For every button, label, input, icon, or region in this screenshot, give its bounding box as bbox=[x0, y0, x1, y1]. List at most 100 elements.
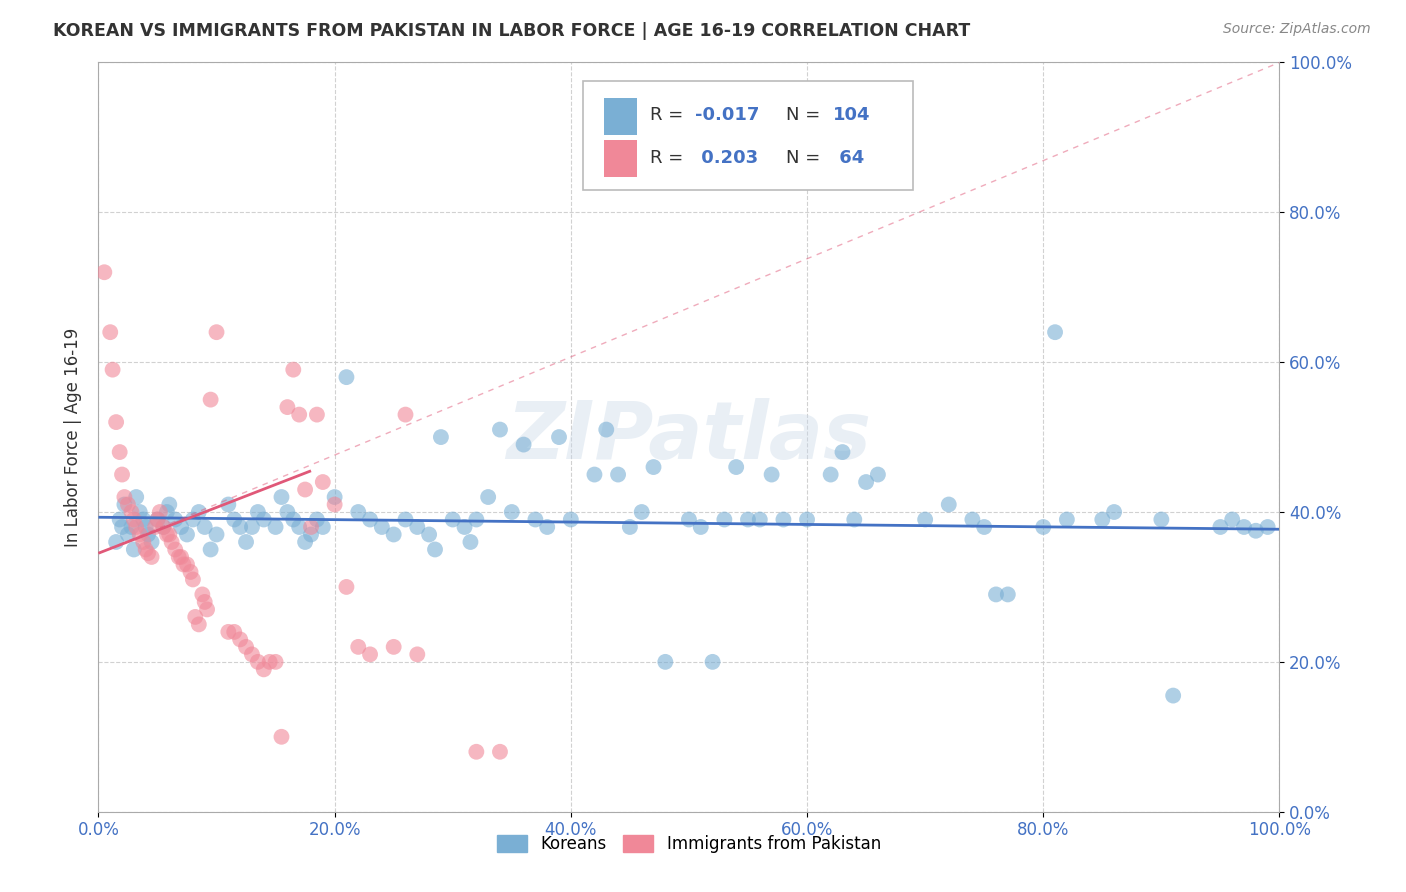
Point bbox=[1233, 520, 1256, 534]
Point bbox=[312, 520, 335, 534]
Point bbox=[195, 602, 218, 616]
Point bbox=[1032, 520, 1054, 534]
Point bbox=[157, 498, 180, 512]
Text: R =: R = bbox=[650, 149, 689, 168]
Point bbox=[121, 520, 143, 534]
Point bbox=[205, 527, 228, 541]
Point bbox=[152, 520, 174, 534]
Point bbox=[128, 505, 150, 519]
Point bbox=[246, 655, 269, 669]
Point bbox=[187, 505, 209, 519]
Point bbox=[305, 408, 328, 422]
Point bbox=[152, 520, 174, 534]
Point bbox=[132, 512, 155, 526]
Point bbox=[359, 512, 381, 526]
Point bbox=[1220, 512, 1243, 526]
Point bbox=[176, 558, 198, 572]
Text: Source: ZipAtlas.com: Source: ZipAtlas.com bbox=[1223, 22, 1371, 37]
Point bbox=[165, 542, 187, 557]
Point bbox=[962, 512, 984, 526]
Point bbox=[1043, 325, 1066, 339]
Point bbox=[536, 520, 558, 534]
Point bbox=[501, 505, 523, 519]
Point bbox=[689, 520, 711, 534]
Point bbox=[382, 640, 405, 654]
Point bbox=[1161, 689, 1184, 703]
Legend: Koreans, Immigrants from Pakistan: Koreans, Immigrants from Pakistan bbox=[491, 828, 887, 860]
Point bbox=[156, 505, 179, 519]
Point bbox=[678, 512, 700, 526]
Point bbox=[264, 655, 287, 669]
Point bbox=[335, 580, 357, 594]
Point bbox=[347, 505, 370, 519]
Point bbox=[453, 520, 475, 534]
Point bbox=[607, 467, 630, 482]
Point bbox=[143, 520, 166, 534]
Point bbox=[283, 512, 305, 526]
Text: KOREAN VS IMMIGRANTS FROM PAKISTAN IN LABOR FORCE | AGE 16-19 CORRELATION CHART: KOREAN VS IMMIGRANTS FROM PAKISTAN IN LA… bbox=[53, 22, 970, 40]
Bar bbox=[605, 140, 637, 178]
Point bbox=[441, 512, 464, 526]
Point bbox=[132, 535, 155, 549]
Point bbox=[135, 520, 157, 534]
Point bbox=[117, 498, 139, 512]
Point bbox=[406, 648, 429, 662]
Point bbox=[477, 490, 499, 504]
Point bbox=[489, 745, 512, 759]
Point bbox=[548, 430, 571, 444]
Point bbox=[938, 498, 960, 512]
Point bbox=[108, 445, 131, 459]
Point bbox=[229, 520, 252, 534]
Text: 104: 104 bbox=[832, 106, 870, 124]
Point bbox=[125, 490, 148, 504]
Point bbox=[135, 542, 157, 557]
Point bbox=[93, 265, 115, 279]
Point bbox=[253, 662, 276, 676]
Point bbox=[560, 512, 582, 526]
Point bbox=[796, 512, 818, 526]
Point bbox=[112, 490, 135, 504]
Point bbox=[643, 460, 665, 475]
FancyBboxPatch shape bbox=[582, 81, 914, 190]
Point bbox=[101, 362, 124, 376]
Point bbox=[276, 505, 298, 519]
Point bbox=[619, 520, 641, 534]
Point bbox=[117, 527, 139, 541]
Point bbox=[359, 648, 381, 662]
Text: 64: 64 bbox=[832, 149, 865, 168]
Point bbox=[1257, 520, 1279, 534]
Y-axis label: In Labor Force | Age 16-19: In Labor Force | Age 16-19 bbox=[63, 327, 82, 547]
Point bbox=[146, 512, 169, 526]
Point bbox=[394, 408, 416, 422]
Text: N =: N = bbox=[786, 106, 825, 124]
Point bbox=[136, 527, 159, 541]
Point bbox=[748, 512, 770, 526]
Point bbox=[111, 520, 134, 534]
Point bbox=[191, 587, 214, 601]
Point bbox=[167, 549, 190, 564]
Point bbox=[205, 325, 228, 339]
Point bbox=[524, 512, 547, 526]
Point bbox=[200, 392, 222, 407]
Point bbox=[465, 512, 488, 526]
Point bbox=[105, 415, 128, 429]
Point bbox=[323, 490, 346, 504]
Point bbox=[125, 520, 148, 534]
Point bbox=[160, 535, 183, 549]
Point bbox=[654, 655, 676, 669]
Point bbox=[406, 520, 429, 534]
Point bbox=[430, 430, 453, 444]
Point bbox=[217, 498, 239, 512]
Point bbox=[737, 512, 759, 526]
Point bbox=[194, 595, 217, 609]
Text: -0.017: -0.017 bbox=[695, 106, 759, 124]
Point bbox=[112, 498, 135, 512]
Point bbox=[335, 370, 357, 384]
Point bbox=[181, 512, 204, 526]
Point bbox=[283, 362, 305, 376]
Point bbox=[246, 505, 269, 519]
Point bbox=[187, 617, 209, 632]
Point bbox=[224, 624, 246, 639]
Point bbox=[973, 520, 995, 534]
Point bbox=[276, 400, 298, 414]
